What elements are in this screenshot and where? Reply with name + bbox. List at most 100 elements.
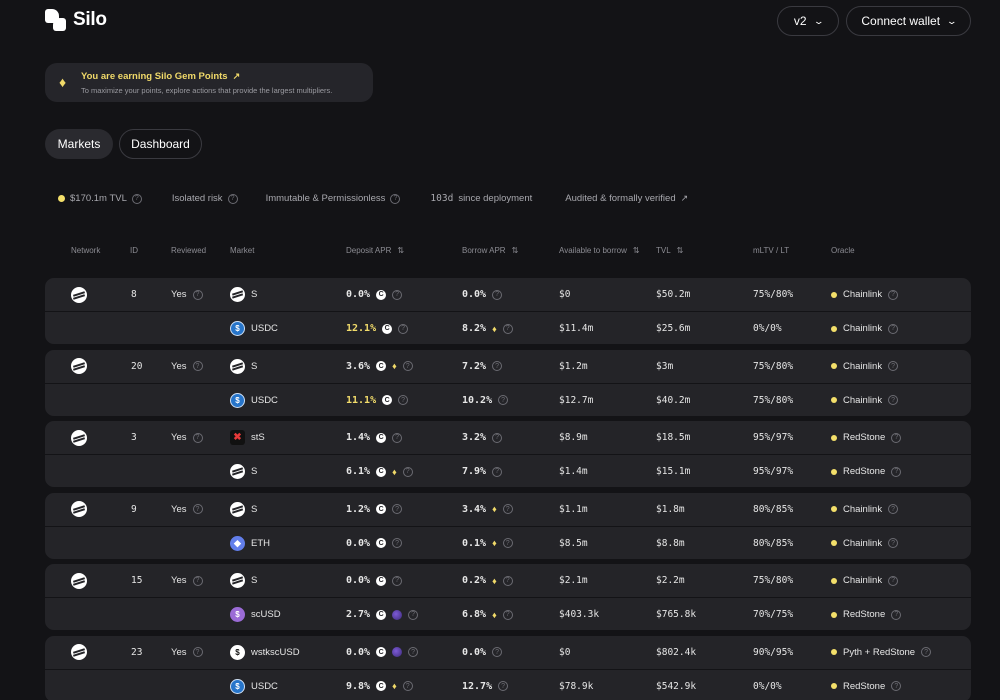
table-row[interactable]: $ USDC 9.8% C ♦? 12.7%? $78.9k $542.9k 0%/0% RedS… <box>45 668 971 700</box>
help-icon[interactable]: ? <box>888 361 899 371</box>
market-token[interactable]: $ scUSD <box>230 598 281 631</box>
help-icon[interactable]: ? <box>888 289 899 300</box>
borrow-apr[interactable]: 0.2% ♦? <box>462 564 513 597</box>
borrow-apr[interactable]: 7.2%? <box>462 350 503 383</box>
help-icon[interactable]: ? <box>492 361 503 371</box>
table-row[interactable]: 23 Yes? $ wstkscUSD 0.0% C? 0.0%? $0 $802.4k 90%/… <box>45 635 971 669</box>
table-row[interactable]: $ USDC 12.1% C? 8.2% ♦? $11.4m $25.6m 0%/0% Chain… <box>45 311 971 344</box>
help-icon[interactable]: ? <box>398 323 409 334</box>
help-icon[interactable]: ? <box>891 681 902 691</box>
market-token[interactable]: S <box>230 455 257 488</box>
borrow-apr[interactable]: 6.8% ♦? <box>462 598 513 631</box>
table-row[interactable]: 20 Yes? S 3.6% C ♦? 7.2%? $1.2m $3m 75%/80% Chainl… <box>45 349 971 383</box>
sort-icon[interactable]: ⇅ <box>676 246 684 255</box>
table-row[interactable]: 15 Yes? S 0.0% C? 0.2% ♦? $2.1m $2.2m 75%/80% Chai… <box>45 564 971 597</box>
help-icon[interactable]: ? <box>392 432 403 443</box>
table-row[interactable]: $ scUSD 2.7% C? 6.8% ♦? $403.3k $765.8k 70%/75% R… <box>45 597 971 630</box>
external-link-icon[interactable]: ↗ <box>680 193 689 203</box>
market-token[interactable]: $ USDC <box>230 312 278 345</box>
deposit-apr[interactable]: 2.7% C? <box>346 598 419 631</box>
help-icon[interactable]: ? <box>888 538 899 548</box>
deposit-apr[interactable]: 6.1% C ♦? <box>346 455 413 488</box>
external-link-icon[interactable]: ↗ <box>232 71 241 81</box>
market-token[interactable]: $ USDC <box>230 670 278 700</box>
silo-logo[interactable]: Silo <box>45 9 107 31</box>
deposit-apr[interactable]: 0.0% C? <box>346 278 403 311</box>
help-icon[interactable]: ? <box>888 395 899 405</box>
market-token[interactable]: $ USDC <box>230 384 278 417</box>
help-icon[interactable]: ? <box>227 193 238 204</box>
help-icon[interactable]: ? <box>408 647 419 657</box>
help-icon[interactable]: ? <box>502 323 513 334</box>
sort-icon[interactable]: ⇅ <box>632 246 640 255</box>
help-icon[interactable]: ? <box>888 504 899 514</box>
borrow-apr[interactable]: 12.7%? <box>462 670 509 700</box>
deposit-apr[interactable]: 11.1% C? <box>346 384 409 417</box>
col-deposit-apr[interactable]: Deposit APR ⇅ <box>346 246 405 255</box>
borrow-apr[interactable]: 7.9%? <box>462 455 503 488</box>
help-icon[interactable]: ? <box>392 575 403 586</box>
market-token[interactable]: S <box>230 278 257 311</box>
deposit-apr[interactable]: 0.0% C? <box>346 564 403 597</box>
help-icon[interactable]: ? <box>192 647 203 657</box>
help-icon[interactable]: ? <box>392 289 403 300</box>
help-icon[interactable]: ? <box>492 289 503 300</box>
sort-icon[interactable]: ⇅ <box>397 246 405 255</box>
help-icon[interactable]: ? <box>502 575 513 586</box>
market-token[interactable]: S <box>230 564 257 597</box>
audited-stat[interactable]: Audited & formally verified ↗ <box>565 193 688 204</box>
borrow-apr[interactable]: 0.1% ♦? <box>462 527 513 560</box>
market-token[interactable]: ✖ stS <box>230 421 265 454</box>
help-icon[interactable]: ? <box>408 609 419 620</box>
help-icon[interactable]: ? <box>192 504 203 514</box>
help-icon[interactable]: ? <box>492 647 503 657</box>
help-icon[interactable]: ? <box>891 609 902 620</box>
deposit-apr[interactable]: 0.0% C? <box>346 636 419 669</box>
help-icon[interactable]: ? <box>891 466 902 477</box>
deposit-apr[interactable]: 12.1% C? <box>346 312 409 345</box>
borrow-apr[interactable]: 10.2%? <box>462 384 509 417</box>
help-icon[interactable]: ? <box>498 395 509 405</box>
table-row[interactable]: 3 Yes? ✖ stS 1.4% C? 3.2%? $8.9m $18.5m 95%/97% Re… <box>45 421 971 454</box>
help-icon[interactable]: ? <box>498 681 509 691</box>
help-icon[interactable]: ? <box>131 193 142 204</box>
deposit-apr[interactable]: 3.6% C ♦? <box>346 350 413 383</box>
tab-dashboard[interactable]: Dashboard <box>119 129 202 159</box>
help-icon[interactable]: ? <box>192 432 203 443</box>
sort-icon[interactable]: ⇅ <box>511 246 519 255</box>
help-icon[interactable]: ? <box>390 193 401 204</box>
help-icon[interactable]: ? <box>888 323 899 334</box>
borrow-apr[interactable]: 3.4% ♦? <box>462 493 513 526</box>
borrow-apr[interactable]: 3.2%? <box>462 421 503 454</box>
help-icon[interactable]: ? <box>921 647 932 657</box>
col-tvl[interactable]: TVL ⇅ <box>656 246 684 255</box>
tab-markets[interactable]: Markets <box>45 129 113 159</box>
market-token[interactable]: S <box>230 493 257 526</box>
deposit-apr[interactable]: 1.2% C? <box>346 493 403 526</box>
deposit-apr[interactable]: 0.0% C? <box>346 527 403 560</box>
connect-wallet-button[interactable]: Connect wallet ⌄ <box>846 6 971 36</box>
help-icon[interactable]: ? <box>888 575 899 586</box>
help-icon[interactable]: ? <box>492 432 503 443</box>
help-icon[interactable]: ? <box>392 504 403 514</box>
help-icon[interactable]: ? <box>402 466 413 477</box>
help-icon[interactable]: ? <box>402 681 413 691</box>
borrow-apr[interactable]: 0.0%? <box>462 278 503 311</box>
help-icon[interactable]: ? <box>192 289 203 300</box>
market-token[interactable]: ◆ ETH <box>230 527 270 560</box>
help-icon[interactable]: ? <box>502 504 513 514</box>
help-icon[interactable]: ? <box>891 432 902 443</box>
market-token[interactable]: $ wstkscUSD <box>230 636 300 669</box>
help-icon[interactable]: ? <box>492 466 503 477</box>
version-dropdown[interactable]: v2 ⌄ <box>777 6 839 36</box>
help-icon[interactable]: ? <box>192 361 203 371</box>
table-row[interactable]: 8 Yes? S 0.0% C? 0.0%? $0 $50.2m 75%/80% Chainlin… <box>45 278 971 311</box>
market-token[interactable]: S <box>230 350 257 383</box>
help-icon[interactable]: ? <box>392 538 403 548</box>
gem-points-banner[interactable]: ♦ You are earning Silo Gem Points ↗ To ma… <box>45 63 373 102</box>
table-row[interactable]: S 6.1% C ♦? 7.9%? $1.4m $15.1m 95%/97% RedStone? <box>45 454 971 487</box>
deposit-apr[interactable]: 9.8% C ♦? <box>346 670 413 700</box>
col-borrow-apr[interactable]: Borrow APR ⇅ <box>462 246 519 255</box>
borrow-apr[interactable]: 8.2% ♦? <box>462 312 513 345</box>
help-icon[interactable]: ? <box>398 395 409 405</box>
